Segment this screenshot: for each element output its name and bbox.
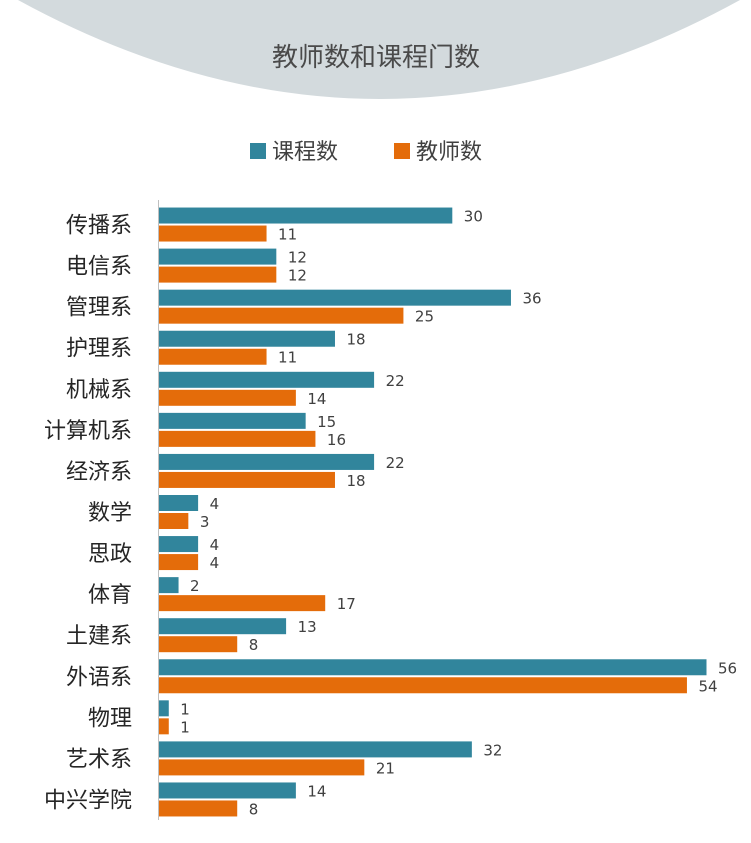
data-label-teacher: 25 (415, 308, 434, 326)
bar-course (159, 700, 169, 717)
data-label-teacher: 1 (180, 718, 190, 736)
legend: 课程数 教师数 (250, 140, 482, 165)
category-label: 机械系 (66, 378, 132, 403)
legend-label-course: 课程数 (272, 140, 338, 165)
category-label: 土建系 (66, 624, 132, 649)
category-label: 护理系 (66, 337, 132, 362)
data-label-course: 22 (386, 454, 405, 472)
bar-teacher (159, 554, 199, 571)
category-label: 数学 (88, 501, 132, 526)
category-label: 中兴学院 (44, 788, 132, 813)
bar-course (159, 207, 453, 224)
legend-swatch-teacher (394, 143, 410, 159)
bar-teacher (159, 513, 189, 529)
bar-course (159, 330, 335, 347)
category-label: 传播系 (66, 214, 132, 239)
data-label-teacher: 12 (288, 267, 307, 285)
data-label-course: 12 (288, 249, 307, 267)
data-label-teacher: 8 (249, 636, 259, 654)
bar-teacher (159, 225, 267, 242)
data-label-teacher: 18 (346, 472, 365, 490)
bar-course (159, 371, 375, 388)
category-label: 电信系 (66, 255, 132, 280)
category-label: 外语系 (66, 665, 132, 690)
bar-teacher (159, 636, 238, 653)
data-label-course: 36 (522, 290, 541, 308)
category-label: 管理系 (66, 296, 132, 321)
category-label: 计算机系 (44, 419, 132, 444)
bar-teacher (159, 348, 267, 365)
bar-teacher (159, 389, 296, 406)
bar-course (159, 248, 277, 265)
data-label-course: 56 (718, 659, 737, 677)
bar-course (159, 782, 296, 799)
data-label-course: 4 (210, 495, 220, 513)
bar-course (159, 412, 306, 429)
data-label-course: 32 (483, 741, 502, 759)
bar-course (159, 618, 287, 635)
data-label-teacher: 8 (249, 800, 259, 818)
bar-course (159, 577, 179, 594)
category-label: 经济系 (66, 460, 132, 485)
data-label-course: 13 (298, 618, 317, 636)
bar-teacher (159, 430, 316, 447)
data-label-course: 2 (190, 577, 200, 595)
bar-course (159, 536, 199, 553)
data-label-course: 30 (464, 208, 483, 226)
data-label-course: 14 (307, 782, 326, 800)
bar-teacher (159, 471, 335, 488)
data-label-course: 18 (346, 331, 365, 349)
bar-course (159, 741, 472, 758)
bar-teacher (159, 595, 326, 612)
category-label: 思政 (88, 542, 132, 567)
title-band (18, 0, 740, 99)
data-label-course: 1 (180, 700, 190, 718)
bar-course (159, 289, 511, 306)
data-label-teacher: 16 (327, 431, 346, 449)
category-label: 物理 (88, 706, 132, 731)
bar-course (159, 453, 375, 470)
data-label-teacher: 21 (376, 759, 395, 777)
bar-course (159, 495, 199, 511)
chart-title: 教师数和课程门数 (272, 43, 480, 73)
category-label: 体育 (88, 583, 132, 608)
data-label-course: 4 (210, 536, 220, 554)
category-label: 艺术系 (66, 747, 132, 772)
bar-teacher (159, 800, 238, 817)
bar-teacher (159, 266, 277, 283)
data-label-teacher: 11 (278, 226, 297, 244)
legend-label-teacher: 教师数 (416, 140, 482, 165)
bar-teacher (159, 718, 169, 735)
data-label-teacher: 3 (200, 513, 210, 531)
bar-teacher (159, 759, 365, 776)
bar-teacher (159, 677, 687, 694)
bar-course (159, 659, 707, 676)
data-label-teacher: 11 (278, 349, 297, 367)
data-label-teacher: 17 (337, 595, 356, 613)
data-label-teacher: 14 (307, 390, 326, 408)
data-label-teacher: 54 (698, 677, 717, 695)
data-label-course: 22 (386, 372, 405, 390)
data-label-teacher: 4 (210, 554, 220, 572)
bar-teacher (159, 307, 404, 324)
data-label-course: 15 (317, 413, 336, 431)
legend-swatch-course (250, 143, 266, 159)
